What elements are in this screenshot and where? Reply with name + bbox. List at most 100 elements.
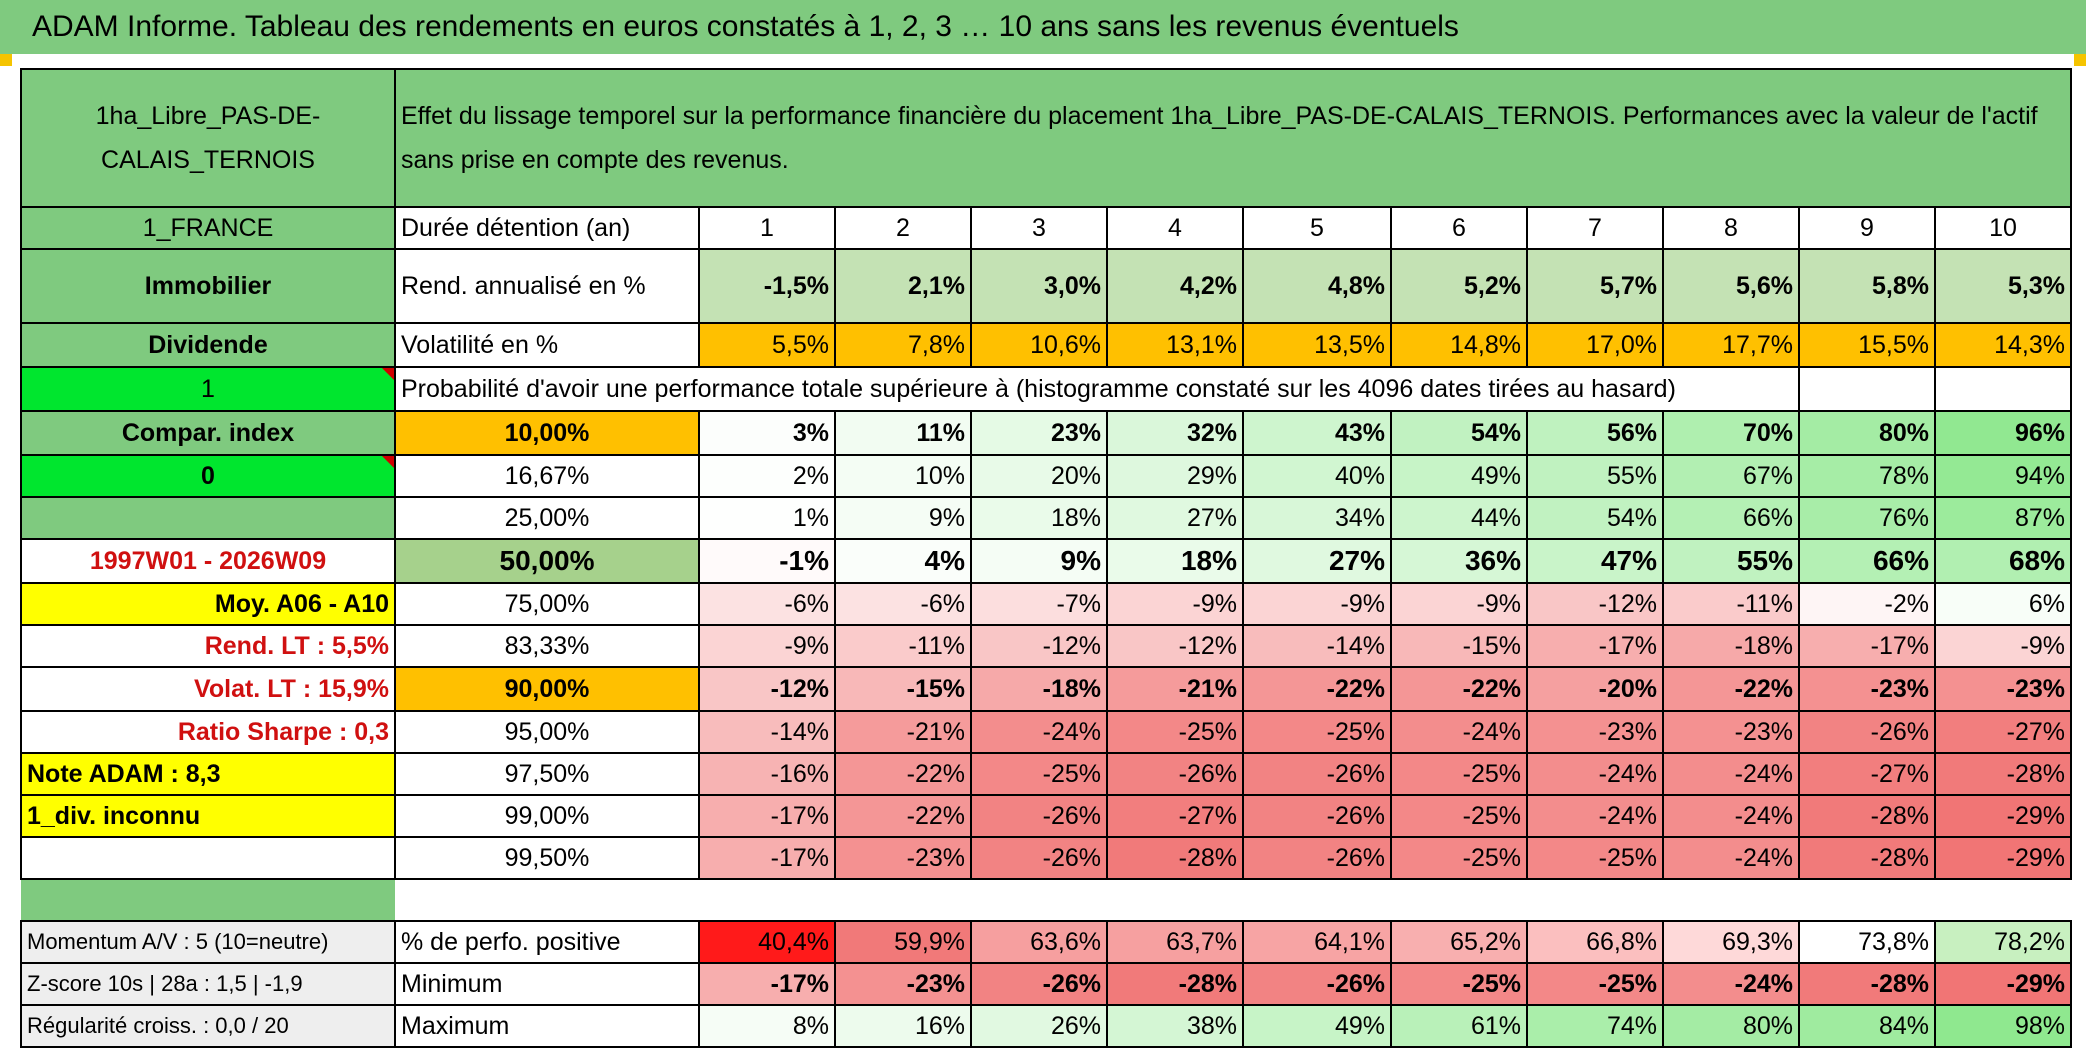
quantile-value: -22%	[1662, 666, 1800, 712]
table-row: 1_FRANCE Durée détention (an) 1 2 3 4 5 6 7 8 9 10	[20, 206, 2072, 250]
summary-value: -29%	[1934, 962, 2072, 1006]
quantile-value: 96%	[1934, 410, 2072, 456]
asset-name: 1ha_Libre_PAS-DE-CALAIS_TERNOIS	[20, 68, 396, 208]
summary-value: -23%	[834, 962, 972, 1006]
summary-value: 59,9%	[834, 920, 972, 964]
category-label: Immobilier	[20, 248, 396, 324]
corner-marker	[2074, 54, 2086, 66]
quantile-value: -12%	[1106, 624, 1244, 668]
summary-value: 16%	[834, 1004, 972, 1048]
spacer-cell	[395, 879, 2071, 921]
table-row: 25,00% 1% 9% 18% 27% 34% 44% 54% 66% 76% 87%	[20, 496, 2072, 540]
quantile-value: -24%	[1526, 752, 1664, 796]
quantile-value: -24%	[1662, 794, 1800, 838]
dividend-info-label: 1_div. inconnu	[20, 794, 396, 838]
table-row: Dividende Volatilité en % 5,5% 7,8% 10,6% 13,…	[20, 322, 2072, 368]
quantile-label: 50,00%	[394, 538, 700, 584]
quantile-value: 54%	[1390, 410, 1528, 456]
quantile-value: 76%	[1798, 496, 1936, 540]
quantile-label: 75,00%	[394, 582, 700, 626]
vol-value: 14,3%	[1934, 322, 2072, 368]
quantile-value: -18%	[1662, 624, 1800, 668]
quantile-value: 18%	[1106, 538, 1244, 584]
quantile-value: -1%	[698, 538, 836, 584]
country-label: 1_FRANCE	[20, 206, 396, 250]
quantile-value: 9%	[970, 538, 1108, 584]
table-row: Z-score 10s | 28a : 1,5 | -1,9 Minimum -17…	[20, 962, 2072, 1006]
table-row: Momentum A/V : 5 (10=neutre)% de perfo. …	[20, 920, 2072, 964]
quantile-value: 87%	[1934, 496, 2072, 540]
quantile-value: -23%	[1526, 710, 1664, 754]
summary-value: -26%	[1242, 962, 1392, 1006]
rend-value: 5,6%	[1662, 248, 1800, 324]
quantile-value: -28%	[1106, 836, 1244, 880]
quantile-value: 55%	[1662, 538, 1800, 584]
quantile-value: -25%	[1390, 752, 1528, 796]
duration-header: 2	[834, 206, 972, 250]
sharpe-label: Ratio Sharpe : 0,3	[20, 710, 396, 754]
summary-value: 80%	[1662, 1004, 1800, 1048]
summary-value: 63,7%	[1106, 920, 1244, 964]
summary-value: 61%	[1390, 1004, 1528, 1048]
summary-value: 26%	[970, 1004, 1108, 1048]
quantile-value: -24%	[1662, 752, 1800, 796]
vol-value: 10,6%	[970, 322, 1108, 368]
quantile-value: 80%	[1798, 410, 1936, 456]
quantile-value: -11%	[834, 624, 972, 668]
rend-lt-label: Rend. LT : 5,5%	[20, 624, 396, 668]
rend-label: Rend. annualisé en %	[394, 248, 700, 324]
quantile-value: 11%	[834, 410, 972, 456]
quantile-value: -9%	[698, 624, 836, 668]
quantile-value: 68%	[1934, 538, 2072, 584]
table-row: Volat. LT : 15,9% 90,00% -12% -15% -18% -21% -…	[20, 666, 2072, 712]
table-row: Immobilier Rend. annualisé en % -1,5% 2,1% 3…	[20, 248, 2072, 324]
vol-value: 13,1%	[1106, 322, 1244, 368]
quantile-value: 55%	[1526, 454, 1664, 498]
table-row: Ratio Sharpe : 0,3 95,00% -14% -21% -24% -25%…	[20, 710, 2072, 754]
vol-value: 14,8%	[1390, 322, 1528, 368]
quantile-value: -11%	[1662, 582, 1800, 626]
table-row: 1_div. inconnu 99,00% -17% -22% -26% -27% -26%…	[20, 794, 2072, 838]
duration-header: 6	[1390, 206, 1528, 250]
summary-label: % de perfo. positive	[394, 920, 700, 964]
quantile-value: -24%	[1662, 836, 1800, 880]
quantile-value: 3%	[698, 410, 836, 456]
quantile-value: -27%	[1798, 752, 1936, 796]
quantile-value: 32%	[1106, 410, 1244, 456]
quantile-value: 34%	[1242, 496, 1392, 540]
quantile-label: 16,67%	[394, 454, 700, 498]
quantile-value: -28%	[1934, 752, 2072, 796]
quantile-value: -12%	[1526, 582, 1664, 626]
momentum-label: Momentum A/V : 5 (10=neutre)	[20, 920, 396, 964]
summary-value: 84%	[1798, 1004, 1936, 1048]
quantile-value: 23%	[970, 410, 1108, 456]
quantile-value: -2%	[1798, 582, 1936, 626]
duration-header: 3	[970, 206, 1108, 250]
quantile-value: -9%	[1106, 582, 1244, 626]
quantile-value: 10%	[834, 454, 972, 498]
compar-index-value: 0	[20, 454, 396, 498]
quantile-value: 66%	[1798, 538, 1936, 584]
empty-cell	[20, 496, 396, 540]
quantile-value: 2%	[698, 454, 836, 498]
quantile-value: -26%	[970, 794, 1108, 838]
quantile-value: -17%	[1526, 624, 1664, 668]
quantile-value: -29%	[1934, 794, 2072, 838]
quantile-label: 90,00%	[394, 666, 700, 712]
quantile-value: -24%	[970, 710, 1108, 754]
summary-value: 40,4%	[698, 920, 836, 964]
table-row: Rend. LT : 5,5% 83,33% -9% -11% -12% -12% -14%…	[20, 624, 2072, 668]
table-row: 99,50% -17% -23% -26% -28% -26% -25% -25% -24% -2…	[20, 836, 2072, 880]
table-row: 1997W01 - 2026W09 50,00% -1% 4% 9% 18% 27% 36% 4…	[20, 538, 2072, 584]
average-label: Moy. A06 - A10	[20, 582, 396, 626]
quantile-value: 43%	[1242, 410, 1392, 456]
quantile-label: 83,33%	[394, 624, 700, 668]
quantile-value: -26%	[1242, 836, 1392, 880]
rend-value: 5,7%	[1526, 248, 1664, 324]
quantile-value: -26%	[1242, 752, 1392, 796]
quantile-value: -14%	[698, 710, 836, 754]
summary-value: 78,2%	[1934, 920, 2072, 964]
quantile-value: -15%	[834, 666, 972, 712]
period-label: 1997W01 - 2026W09	[20, 538, 396, 584]
summary-label: Minimum	[394, 962, 700, 1006]
